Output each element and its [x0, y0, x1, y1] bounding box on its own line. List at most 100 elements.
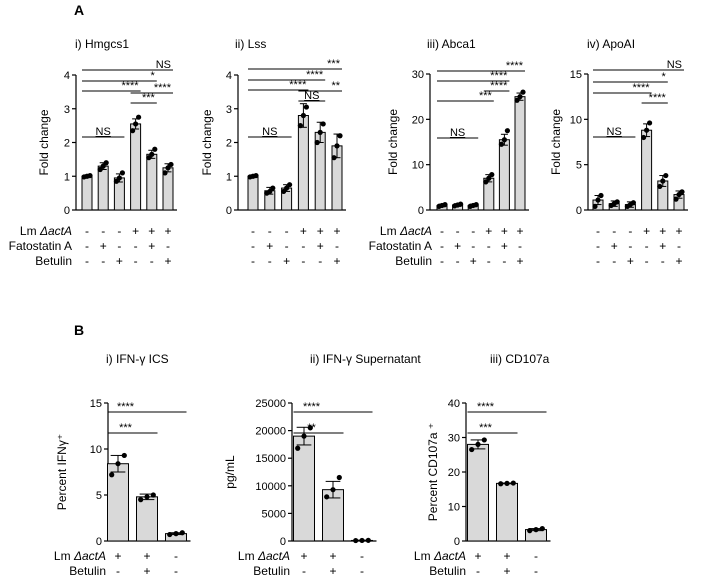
row-label: Betulin — [429, 564, 466, 578]
data-point — [136, 114, 142, 120]
data-point — [253, 172, 259, 179]
data-point — [647, 120, 653, 126]
chart-title: iii) CD107a — [490, 352, 550, 366]
data-point — [87, 172, 93, 179]
data-point — [336, 474, 342, 481]
y-tick-label: 15 — [570, 69, 582, 81]
data-point — [641, 134, 647, 141]
y-tick-label: 4 — [226, 70, 232, 82]
significance-label: **** — [632, 82, 650, 94]
treatment-sign: + — [164, 254, 171, 268]
data-point — [300, 112, 306, 119]
treatment-sign: - — [612, 254, 616, 268]
data-point — [121, 452, 127, 459]
y-tick-label: 20 — [412, 114, 424, 126]
treatment-sign: - — [116, 564, 120, 578]
significance-label: **** — [121, 80, 139, 92]
bar — [293, 435, 315, 542]
panel-label-a: A — [74, 2, 84, 18]
row-label: Fatostatin A — [369, 239, 432, 253]
treatment-sign: + — [333, 254, 340, 268]
data-point — [162, 170, 168, 176]
data-point — [324, 494, 330, 500]
data-point — [281, 188, 287, 195]
data-point — [504, 128, 510, 134]
treatment-sign: - — [487, 239, 491, 253]
data-point — [115, 461, 121, 467]
chart-title: ii) Lss — [235, 37, 266, 51]
chart-title: i) Hmgcs1 — [75, 37, 129, 51]
data-point — [167, 531, 173, 538]
bar — [136, 496, 158, 542]
treatment-sign: + — [675, 224, 682, 238]
treatment-sign: - — [456, 254, 460, 268]
row-label: Fatostatin A — [9, 239, 72, 253]
significance-label: **** — [490, 80, 508, 92]
treatment-sign: - — [628, 239, 632, 253]
y-tick-label: 10 — [90, 444, 102, 456]
data-point — [598, 192, 604, 199]
significance-label: **** — [306, 69, 324, 81]
treatment-sign: + — [454, 239, 461, 253]
data-point — [663, 172, 669, 179]
treatment-sign: + — [116, 254, 123, 268]
bar — [297, 115, 309, 211]
row-label: Lm ΔactA — [238, 549, 290, 563]
y-tick-label: 5000 — [262, 508, 286, 520]
treatment-sign: - — [101, 224, 105, 238]
y-tick-label: 10 — [570, 114, 582, 126]
y-tick-label: 0 — [418, 205, 424, 217]
data-point — [657, 183, 663, 190]
significance-label: * — [662, 71, 667, 83]
y-tick-label: 3 — [226, 104, 232, 116]
y-tick-label: 5 — [96, 490, 102, 502]
bar — [247, 175, 259, 211]
treatment-sign: + — [485, 224, 492, 238]
treatment-sign: - — [612, 224, 616, 238]
significance-label: **** — [154, 82, 172, 94]
data-point — [510, 480, 516, 486]
data-point — [165, 165, 171, 171]
treatment-sign: - — [85, 224, 89, 238]
chart-title: ii) IFN-γ Supernatant — [310, 352, 421, 366]
significance-label: *** — [119, 422, 133, 434]
significance-label: * — [151, 70, 156, 82]
data-point — [539, 525, 545, 532]
treatment-sign: + — [675, 254, 682, 268]
chart-6: ii) IFN-γ Supernatant 0 5000 10000 15000 2000… — [223, 352, 421, 548]
data-point — [113, 178, 119, 184]
treatment-sign: - — [456, 224, 460, 238]
treatment-sign: - — [645, 254, 649, 268]
data-point — [475, 441, 481, 447]
chart-title: iii) Abca1 — [427, 37, 476, 51]
y-tick-label: 0 — [226, 205, 232, 217]
treatment-sign: - — [335, 239, 339, 253]
panel-label-b: B — [74, 322, 84, 338]
significance-label: *** — [479, 422, 493, 434]
treatment-sign: + — [143, 564, 150, 578]
treatment-sign: - — [440, 239, 444, 253]
significance-label: **** — [303, 401, 321, 413]
treatment-table-b: Lm ΔactA + + -Betulin - + -Lm ΔactA + + -Betulin -… — [54, 549, 538, 578]
treatment-sign: + — [148, 224, 155, 238]
treatment-sign: - — [85, 254, 89, 268]
treatment-sign: - — [440, 254, 444, 268]
y-axis-label: Fold change — [549, 109, 563, 175]
treatment-sign: - — [677, 239, 681, 253]
treatment-sign: + — [114, 549, 121, 563]
data-point — [146, 155, 152, 161]
y-tick-label: 3 — [64, 104, 70, 116]
data-point — [297, 123, 303, 129]
data-point — [486, 175, 492, 181]
data-point — [317, 129, 323, 135]
y-tick-label: 25000 — [255, 398, 286, 410]
treatment-sign: - — [301, 239, 305, 253]
data-point — [133, 121, 139, 127]
treatment-sign: + — [329, 549, 336, 563]
treatment-sign: + — [329, 564, 336, 578]
treatment-sign: + — [317, 239, 324, 253]
significance-label: **** — [490, 70, 508, 82]
